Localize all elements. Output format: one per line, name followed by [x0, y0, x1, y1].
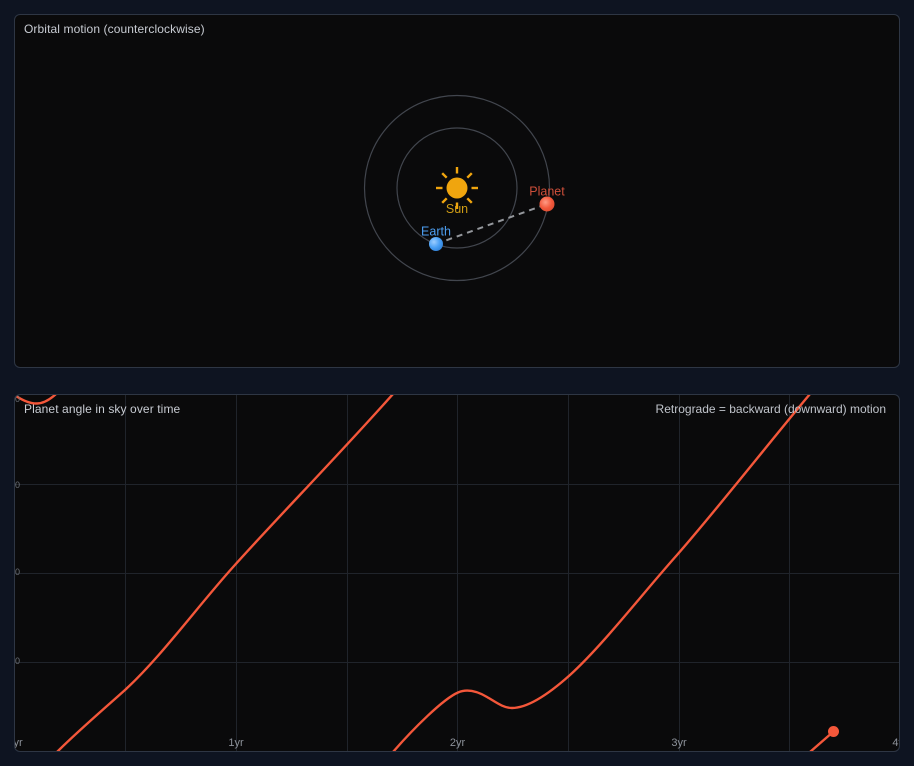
- earth-orbit-circle: [396, 127, 518, 249]
- planet-orbit-circle: [363, 94, 551, 282]
- sun-label: Sun: [446, 202, 468, 216]
- angle-curve-segment-1: [15, 395, 57, 405]
- sun-icon: [436, 167, 478, 209]
- y-tick-360: 360: [14, 394, 20, 404]
- orbital-panel-title: Orbital motion (counterclockwise): [24, 22, 205, 36]
- planet-dot: [539, 196, 555, 212]
- earth-label: Earth: [421, 225, 451, 239]
- angle-chart: [15, 395, 899, 751]
- x-tick-3yr: 3yr: [671, 737, 687, 749]
- x-tick-2yr: 2yr: [449, 737, 466, 749]
- x-tick-0yr: 0yr: [14, 737, 23, 749]
- angle-chart-title: Planet angle in sky over time: [24, 402, 181, 416]
- y-tick-90: 90: [14, 656, 20, 666]
- current-position-marker: [828, 726, 839, 737]
- y-tick-270: 270: [14, 480, 20, 490]
- angle-curve: [15, 395, 835, 751]
- x-tick-4yr: 4yr: [892, 737, 899, 749]
- retrograde-annotation: Retrograde = backward (downward) motion: [655, 402, 886, 416]
- angle-chart-panel: Planet angle in sky over time Retrograde…: [14, 394, 900, 752]
- earth-dot: [429, 237, 443, 251]
- orbital-diagram: Sun Earth Planet: [363, 94, 565, 282]
- angle-curve-segment-3: [392, 395, 811, 751]
- y-tick-180: 180: [14, 566, 20, 577]
- earth-planet-sightline: [435, 203, 548, 245]
- orbital-motion-panel: Orbital motion (counterclockwise): [14, 14, 900, 368]
- planet-label: Planet: [529, 185, 565, 199]
- angle-curve-segment-2: [56, 395, 394, 751]
- x-tick-1yr: 1yr: [228, 737, 244, 749]
